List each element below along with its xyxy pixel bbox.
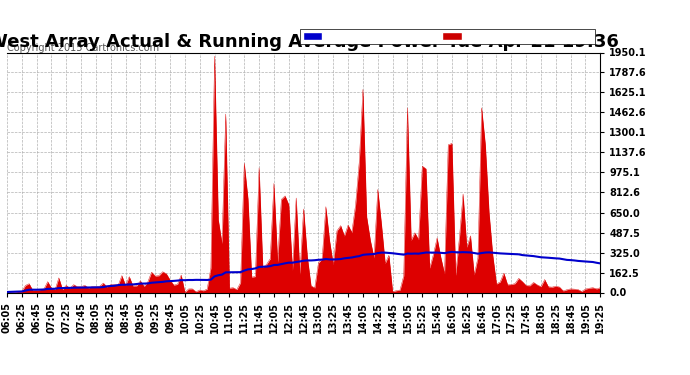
Title: West Array Actual & Running Average Power Tue Apr 21 19:36: West Array Actual & Running Average Powe… (0, 33, 619, 51)
Legend: Average  (DC Watts), West Array  (DC Watts): Average (DC Watts), West Array (DC Watts… (300, 28, 595, 44)
Text: Copyright 2015 Cartronics.com: Copyright 2015 Cartronics.com (7, 43, 159, 53)
